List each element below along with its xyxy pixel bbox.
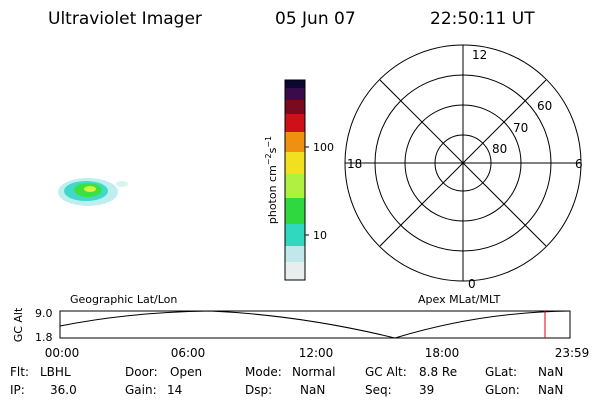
info-label: Flt:	[10, 365, 29, 379]
info-value: Normal	[292, 365, 335, 379]
y-label: GC Alt	[12, 307, 25, 342]
info-table: Flt: LBHL Door: Open Mode: Normal GC Alt: 8.8 R…	[10, 365, 563, 397]
info-label: IP:	[10, 383, 25, 397]
panel-title: Apex MLat/MLT	[418, 293, 501, 306]
x-tick-label: 00:00	[45, 346, 80, 360]
info-value: 14	[167, 383, 182, 397]
info-value: NaN	[538, 365, 563, 379]
unit-exp: −2	[264, 153, 273, 165]
mlt-label: 6	[575, 157, 583, 171]
instrument: Ultraviolet Imager	[48, 9, 202, 29]
info-value: LBHL	[40, 365, 71, 379]
colorbar-tick: 100	[313, 141, 334, 154]
y-tick-label: 9.0	[35, 307, 53, 320]
info-label: Dsp:	[245, 383, 272, 397]
auroral-image	[58, 178, 128, 206]
info-label: Door:	[125, 365, 158, 379]
info-label: GC Alt:	[365, 365, 407, 379]
info-value: NaN	[300, 383, 325, 397]
x-tick-label: 06:00	[171, 346, 206, 360]
unit: s	[266, 147, 279, 153]
orbit-panel: Geographic Lat/Lon Apex MLat/MLT GC Alt …	[12, 293, 589, 360]
info-label: Gain:	[125, 383, 157, 397]
colorbar: 100 10 photon cm−2s−1	[264, 79, 334, 281]
y-tick-label: 1.8	[35, 331, 53, 344]
lat-label: 60	[537, 99, 552, 113]
lat-label: 80	[492, 142, 507, 156]
info-label: GLat:	[485, 365, 517, 379]
colorbar-label: photon cm−2s−1	[264, 136, 279, 224]
polar-grid	[344, 44, 582, 282]
unit: photon cm	[266, 165, 279, 224]
info-value: 8.8 Re	[419, 365, 457, 379]
panel-title: Geographic Lat/Lon	[70, 293, 177, 306]
unit-exp: −1	[264, 136, 273, 148]
info-value: NaN	[538, 383, 563, 397]
info-label: Seq:	[365, 383, 392, 397]
x-tick-label: 12:00	[299, 346, 334, 360]
info-value: 36.0	[50, 383, 77, 397]
mlt-label: 18	[347, 157, 362, 171]
time: 22:50:11 UT	[430, 9, 535, 29]
info-value: 39	[419, 383, 434, 397]
x-tick-label: 18:00	[425, 346, 460, 360]
info-label: GLon:	[485, 383, 520, 397]
colorbar-tick: 10	[313, 229, 327, 242]
lat-label: 70	[513, 121, 528, 135]
x-tick-label: 23:59	[555, 346, 590, 360]
info-label: Mode:	[245, 365, 282, 379]
date: 05 Jun 07	[275, 9, 356, 29]
mlt-label: 0	[468, 277, 476, 291]
info-value: Open	[170, 365, 202, 379]
mlt-label: 12	[472, 48, 487, 62]
